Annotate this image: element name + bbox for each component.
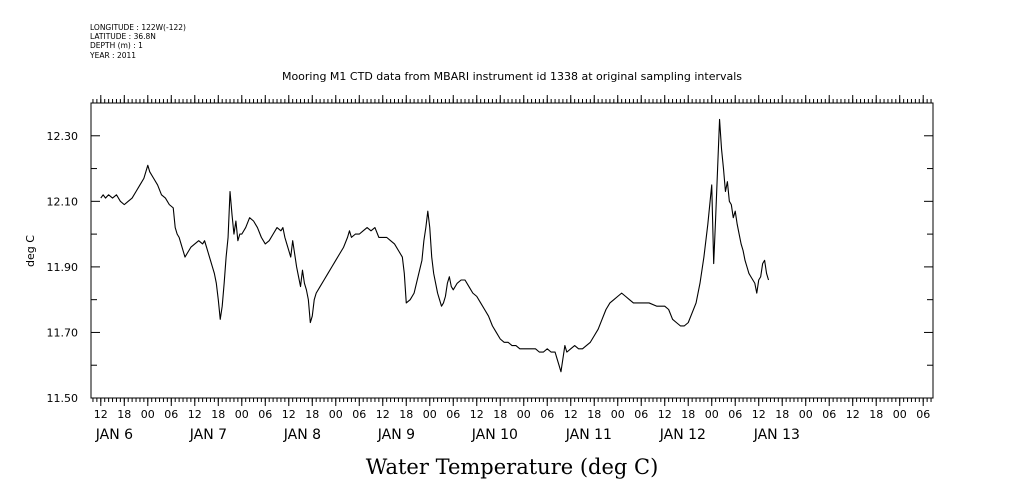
x-hour-tick-label: 12 bbox=[564, 408, 578, 421]
x-hour-tick-label: 00 bbox=[235, 408, 249, 421]
y-tick-label: 11.50 bbox=[47, 392, 79, 405]
x-hour-tick-label: 12 bbox=[470, 408, 484, 421]
x-hour-tick-label: 00 bbox=[893, 408, 907, 421]
x-hour-tick-label: 06 bbox=[822, 408, 836, 421]
x-date-tick-label: JAN 11 bbox=[565, 427, 612, 443]
y-tick-label: 11.70 bbox=[47, 326, 79, 339]
x-date-tick-label: JAN 13 bbox=[753, 427, 800, 443]
x-hour-tick-label: 12 bbox=[188, 408, 202, 421]
x-date-tick-label: JAN 7 bbox=[189, 427, 227, 443]
axes: 12 18 00 06 12 18 00 06 12 18 00 06 12 18 00 06 12 18 00 06… bbox=[47, 95, 933, 443]
x-date-tick-label: JAN 9 bbox=[377, 427, 415, 443]
x-hour-tick-label: 18 bbox=[117, 408, 131, 421]
x-hour-tick-label: 18 bbox=[587, 408, 601, 421]
plot-area bbox=[100, 118, 770, 373]
x-axis-label: Water Temperature (deg C) bbox=[366, 455, 659, 479]
y-tick-label: 11.90 bbox=[47, 261, 79, 274]
x-hour-tick-label: 18 bbox=[211, 408, 225, 421]
x-hour-tick-label: 18 bbox=[681, 408, 695, 421]
chart-title: Mooring M1 CTD data from MBARI instrumen… bbox=[282, 70, 742, 83]
x-hour-tick-label: 00 bbox=[611, 408, 625, 421]
x-hour-tick-label: 18 bbox=[869, 408, 883, 421]
x-hour-tick-label: 06 bbox=[352, 408, 366, 421]
metadata-block: LONGITUDE : 122W(-122) LATITUDE : 36.8N … bbox=[89, 23, 186, 60]
x-hour-tick-label: 06 bbox=[258, 408, 272, 421]
x-hour-tick-label: 00 bbox=[517, 408, 531, 421]
x-hour-tick-label: 00 bbox=[799, 408, 813, 421]
x-date-tick-label: JAN 10 bbox=[471, 427, 518, 443]
x-date-tick-label: JAN 8 bbox=[283, 427, 321, 443]
x-hour-tick-label: 12 bbox=[376, 408, 390, 421]
temperature-series-line bbox=[100, 118, 770, 373]
latitude-label: LATITUDE : 36.8N bbox=[90, 32, 156, 41]
depth-label: DEPTH (m) : 1 bbox=[90, 41, 143, 50]
x-hour-tick-label: 18 bbox=[775, 408, 789, 421]
x-hour-tick-label: 12 bbox=[846, 408, 860, 421]
x-hour-tick-label: 06 bbox=[916, 408, 930, 421]
x-date-tick-label: JAN 6 bbox=[95, 427, 133, 443]
x-hour-tick-label: 12 bbox=[282, 408, 296, 421]
x-hour-tick-label: 06 bbox=[164, 408, 178, 421]
x-hour-tick-label: 06 bbox=[634, 408, 648, 421]
x-hour-tick-label: 18 bbox=[493, 408, 507, 421]
plot-frame bbox=[90, 102, 934, 399]
year-label: YEAR : 2011 bbox=[89, 51, 136, 60]
x-hour-tick-label: 12 bbox=[658, 408, 672, 421]
x-hour-tick-label: 00 bbox=[423, 408, 437, 421]
x-hour-tick-label: 12 bbox=[752, 408, 766, 421]
y-tick-label: 12.10 bbox=[47, 195, 79, 208]
y-axis-label: deg C bbox=[24, 235, 37, 267]
x-hour-tick-label: 06 bbox=[446, 408, 460, 421]
x-hour-tick-label: 00 bbox=[705, 408, 719, 421]
x-hour-tick-label: 06 bbox=[540, 408, 554, 421]
x-hour-tick-label: 12 bbox=[94, 408, 108, 421]
x-hour-tick-label: 00 bbox=[329, 408, 343, 421]
longitude-label: LONGITUDE : 122W(-122) bbox=[90, 23, 186, 32]
y-tick-label: 12.30 bbox=[47, 130, 79, 143]
x-date-tick-label: JAN 12 bbox=[659, 427, 706, 443]
x-hour-tick-label: 00 bbox=[141, 408, 155, 421]
x-hour-tick-label: 18 bbox=[305, 408, 319, 421]
x-hour-tick-label: 18 bbox=[399, 408, 413, 421]
x-hour-tick-label: 06 bbox=[728, 408, 742, 421]
